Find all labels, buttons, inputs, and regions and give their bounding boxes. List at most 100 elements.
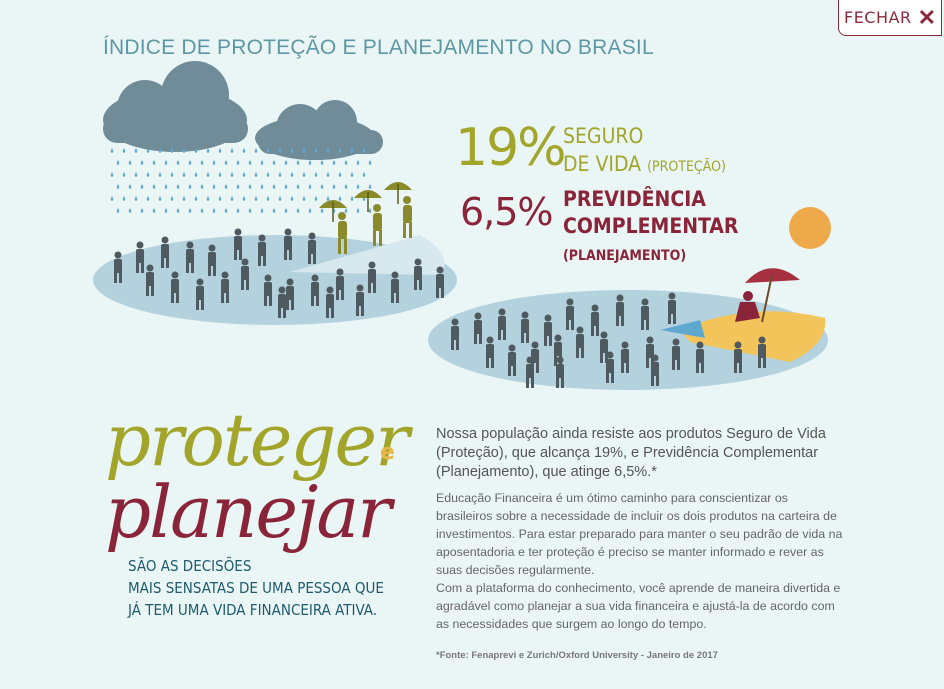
- rain-drop: [218, 196, 222, 201]
- rain-drop: [266, 172, 270, 177]
- rain-drop: [122, 148, 126, 153]
- rain-drop: [296, 208, 300, 213]
- person-icon: [696, 341, 704, 373]
- rain-drop: [218, 148, 222, 153]
- rain-drop: [362, 172, 366, 177]
- person-icon: [600, 331, 608, 363]
- people-group-left: [114, 228, 444, 318]
- people-group-right: [451, 292, 766, 388]
- planning-label-line2: COMPLEMENTAR: [563, 214, 739, 238]
- person-icon: [544, 314, 552, 346]
- body-text: Educação Financeira é um ótimo caminho p…: [436, 489, 846, 633]
- rain-drop: [140, 184, 144, 189]
- rain-drop: [212, 208, 216, 213]
- headline-word-protect: proteger: [105, 398, 410, 482]
- rain-drop: [320, 184, 324, 189]
- rain-drop: [200, 208, 204, 213]
- umbrella-people-icon: [319, 182, 412, 254]
- rain-drop: [314, 148, 318, 153]
- rain-drop: [332, 184, 336, 189]
- rain-drop: [290, 196, 294, 201]
- rain-drop: [224, 208, 228, 213]
- person-icon: [526, 356, 534, 388]
- rain-drop: [188, 160, 192, 165]
- person-icon: [576, 326, 584, 358]
- person-icon: [196, 278, 204, 310]
- person-icon: [621, 341, 629, 373]
- rain-drop: [224, 160, 228, 165]
- close-button[interactable]: FECHAR ✕: [838, 0, 942, 36]
- rain-drop: [236, 208, 240, 213]
- person-icon: [208, 244, 216, 276]
- person-icon: [234, 228, 242, 260]
- rain-drop: [140, 160, 144, 165]
- planning-percentage: 6,5%: [460, 190, 554, 234]
- protection-label: SEGURO DE VIDA (PROTEÇÃO): [563, 122, 763, 181]
- rain-drop: [188, 208, 192, 213]
- disc-highlight: [290, 235, 445, 275]
- person-icon: [336, 268, 344, 300]
- rain-drop: [176, 208, 180, 213]
- person-icon: [616, 294, 624, 326]
- rain-drop: [356, 208, 360, 213]
- headline-word-plan: planejar: [105, 470, 392, 554]
- rain-drop: [170, 196, 174, 201]
- person-icon: [651, 354, 659, 386]
- rain-drop: [254, 172, 258, 177]
- illustration: [93, 61, 831, 390]
- beach-umbrella-icon: [735, 268, 800, 323]
- person-icon: [161, 236, 169, 268]
- rain-drop: [152, 160, 156, 165]
- rain-drop: [266, 148, 270, 153]
- rain-drop: [158, 196, 162, 201]
- rain-drop: [278, 148, 282, 153]
- rain-drop: [320, 208, 324, 213]
- rain-drop: [194, 148, 198, 153]
- rain-drop: [296, 160, 300, 165]
- rain-drop: [272, 160, 276, 165]
- person-icon: [284, 228, 292, 260]
- rain-drop: [146, 196, 150, 201]
- rain-drop: [146, 148, 150, 153]
- rain-drop: [278, 196, 282, 201]
- rain-drop: [338, 148, 342, 153]
- rain-drop: [308, 160, 312, 165]
- rain-drop: [164, 208, 168, 213]
- tagline-line2: MAIS SENSATAS DE UMA PESSOA QUE: [128, 579, 384, 597]
- tagline-line3: JÁ TEM UMA VIDA FINANCEIRA ATIVA.: [128, 601, 377, 619]
- rain-drop: [356, 160, 360, 165]
- body-paragraph-1: Educação Financeira é um ótimo caminho p…: [436, 491, 843, 577]
- rain-drop: [200, 184, 204, 189]
- planning-label: PREVIDÊNCIA COMPLEMENTAR (PLANEJAMENTO): [563, 186, 763, 270]
- rain-drop: [260, 160, 264, 165]
- rain-drop: [332, 160, 336, 165]
- person-icon: [308, 232, 316, 264]
- person-icon: [566, 298, 574, 330]
- rain-drop: [182, 172, 186, 177]
- person-icon: [436, 266, 444, 298]
- rain-drop: [176, 160, 180, 165]
- body-paragraph-2: Com a plataforma do conhecimento, você a…: [436, 581, 841, 631]
- rain-drop: [284, 184, 288, 189]
- protection-percentage: 19%: [455, 118, 567, 178]
- body-lead: Nossa população ainda resiste aos produt…: [436, 426, 826, 480]
- rain-drop: [134, 172, 138, 177]
- rain-drop: [206, 196, 210, 201]
- rain-drop: [326, 196, 330, 201]
- rain-drop: [284, 208, 288, 213]
- person-icon: [136, 241, 144, 273]
- rain-drop: [230, 148, 234, 153]
- person-icon: [474, 312, 482, 344]
- rain-drop: [152, 208, 156, 213]
- rain-drop: [326, 148, 330, 153]
- rain-drop: [134, 148, 138, 153]
- person-icon: [606, 351, 614, 383]
- rain-drop: [248, 208, 252, 213]
- beach-water: [660, 320, 705, 338]
- rain-drop: [182, 196, 186, 201]
- rain-drop: [230, 172, 234, 177]
- rain-drop: [128, 208, 132, 213]
- rain-drop: [314, 196, 318, 201]
- rain-drop: [302, 196, 306, 201]
- rain-drop: [362, 148, 366, 153]
